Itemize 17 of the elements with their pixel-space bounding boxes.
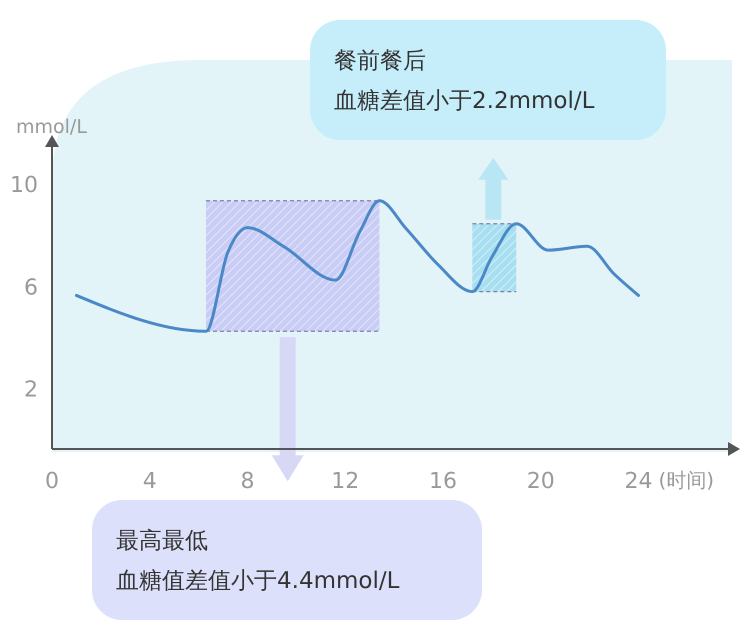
x-tick-label: 8 bbox=[240, 469, 254, 494]
text: 最高最低 bbox=[116, 528, 208, 554]
x-axis-title: (时间) bbox=[658, 468, 714, 492]
text: 餐前餐后 bbox=[334, 48, 426, 74]
x-tick-label: 20 bbox=[526, 469, 555, 494]
text: 血糖值差值小于4.4mmol/L bbox=[116, 568, 400, 594]
y-axis-title: mmol/L bbox=[16, 116, 88, 138]
x-tick-label: 16 bbox=[428, 469, 457, 494]
x-tick-label: 12 bbox=[331, 469, 360, 494]
line-series bbox=[74, 199, 640, 333]
x-tick-label: 24 bbox=[624, 469, 652, 494]
x-tick-label: 0 bbox=[45, 469, 59, 494]
y-tick-label: 2 bbox=[24, 378, 38, 403]
y-tick-label: 10 bbox=[10, 172, 38, 198]
y-tick-label: 6 bbox=[24, 275, 38, 300]
text: 血糖差值小于2.2mmol/L bbox=[334, 88, 595, 114]
x-tick-label: 4 bbox=[142, 469, 157, 494]
